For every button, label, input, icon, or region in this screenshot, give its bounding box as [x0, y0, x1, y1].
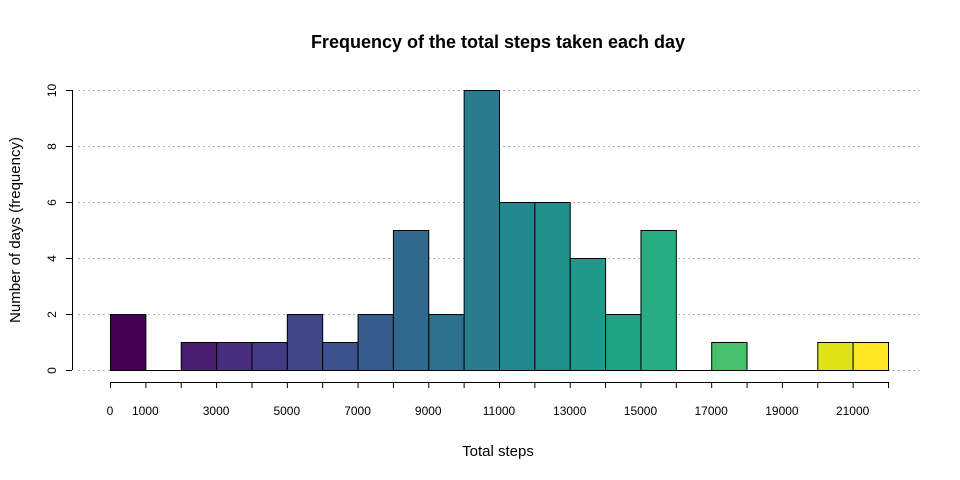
bar-13 — [569, 258, 607, 371]
x-tick-label-7: 13000 — [553, 404, 587, 418]
x-axis-label: Total steps — [462, 443, 534, 460]
x-axis: 0 1000 3000 5000 7000 9000 11000 13000 15000 1700… — [107, 382, 889, 418]
bar-4 — [251, 342, 288, 371]
bar-8 — [392, 230, 430, 371]
bar-6 — [322, 342, 359, 371]
bar-0 — [110, 314, 147, 371]
bar-14 — [605, 314, 642, 371]
bar-21 — [852, 342, 889, 371]
bar-11 — [499, 202, 536, 371]
x-tick-label-5: 9000 — [415, 404, 442, 418]
bar-5 — [286, 314, 324, 371]
y-axis: 0 2 4 6 8 10 — [45, 84, 73, 374]
x-tick-label-3: 5000 — [273, 404, 300, 418]
bar-17 — [711, 342, 748, 371]
bars — [110, 90, 889, 371]
x-tick-label-0: 0 — [107, 404, 114, 418]
y-tick-label-0: 0 — [45, 367, 59, 374]
x-tick-label-2: 3000 — [203, 404, 230, 418]
x-tick-label-1: 1000 — [132, 404, 159, 418]
x-tick-label-11: 21000 — [836, 404, 870, 418]
y-tick-label-3: 6 — [45, 199, 59, 206]
x-tick-label-6: 11000 — [483, 404, 516, 418]
bar-20 — [817, 342, 854, 371]
y-tick-label-5: 10 — [45, 84, 59, 98]
bar-12 — [534, 202, 571, 371]
bar-2 — [180, 342, 218, 371]
x-tick-label-8: 15000 — [624, 404, 658, 418]
x-tick-label-10: 19000 — [765, 404, 799, 418]
x-tick-label-9: 17000 — [694, 404, 728, 418]
bar-7 — [357, 314, 394, 371]
bar-9 — [428, 314, 465, 371]
y-tick-label-4: 8 — [45, 143, 59, 150]
y-tick-label-1: 2 — [45, 311, 59, 318]
bar-3 — [216, 342, 253, 371]
chart-title: Frequency of the total steps taken each … — [311, 32, 685, 52]
bar-10 — [463, 90, 500, 371]
y-axis-label: Number of days (frequency) — [7, 137, 24, 323]
bar-15 — [640, 230, 677, 371]
y-tick-label-2: 4 — [45, 255, 59, 262]
x-tick-label-4: 7000 — [344, 404, 371, 418]
